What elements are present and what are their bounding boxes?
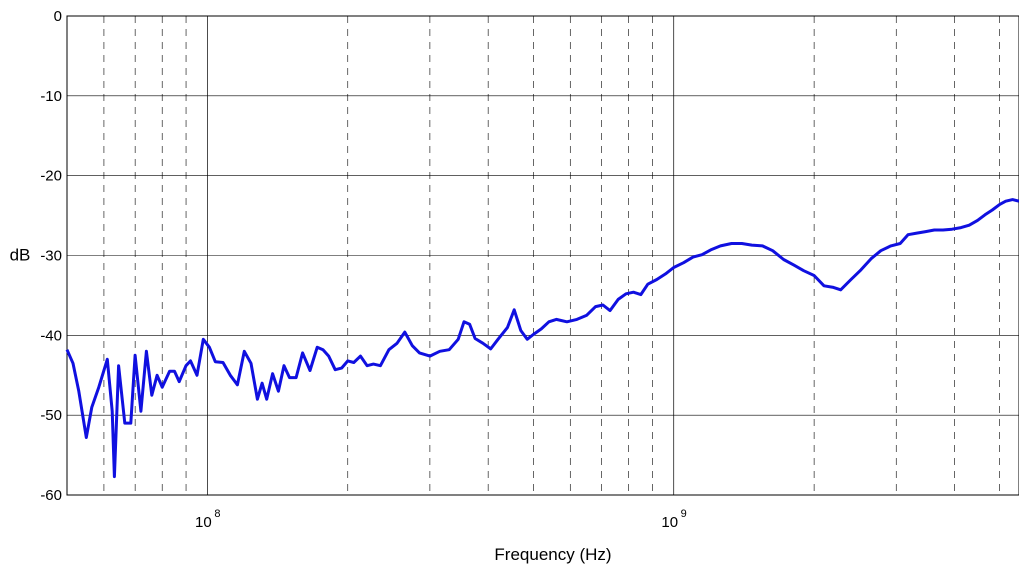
y-tick-label: -30 [40,248,62,265]
y-tick-label: -20 [40,168,62,185]
y-tick-label: 0 [54,8,62,25]
y-tick-label: -40 [40,327,62,344]
x-axis-label: Frequency (Hz) [494,545,611,564]
series-layer [65,198,1019,479]
y-tick-label: -50 [40,407,62,424]
x-tick-exponent: 8 [214,508,220,520]
y-axis-label: dB [10,246,31,265]
x-tick-exponent: 9 [681,508,687,520]
plot-frame [66,15,1019,496]
y-tick-label: -10 [40,88,62,105]
x-tick-label: 10 [195,514,212,531]
x-tick-label: 10 [661,514,678,531]
grid [66,15,1019,496]
y-tick-labels: 0 -10 -20 -30 -40 -50 -60 [40,8,62,504]
x-tick-labels: 10 8 10 9 [195,508,687,531]
y-tick-label: -60 [40,487,62,504]
series-line [65,198,1019,479]
